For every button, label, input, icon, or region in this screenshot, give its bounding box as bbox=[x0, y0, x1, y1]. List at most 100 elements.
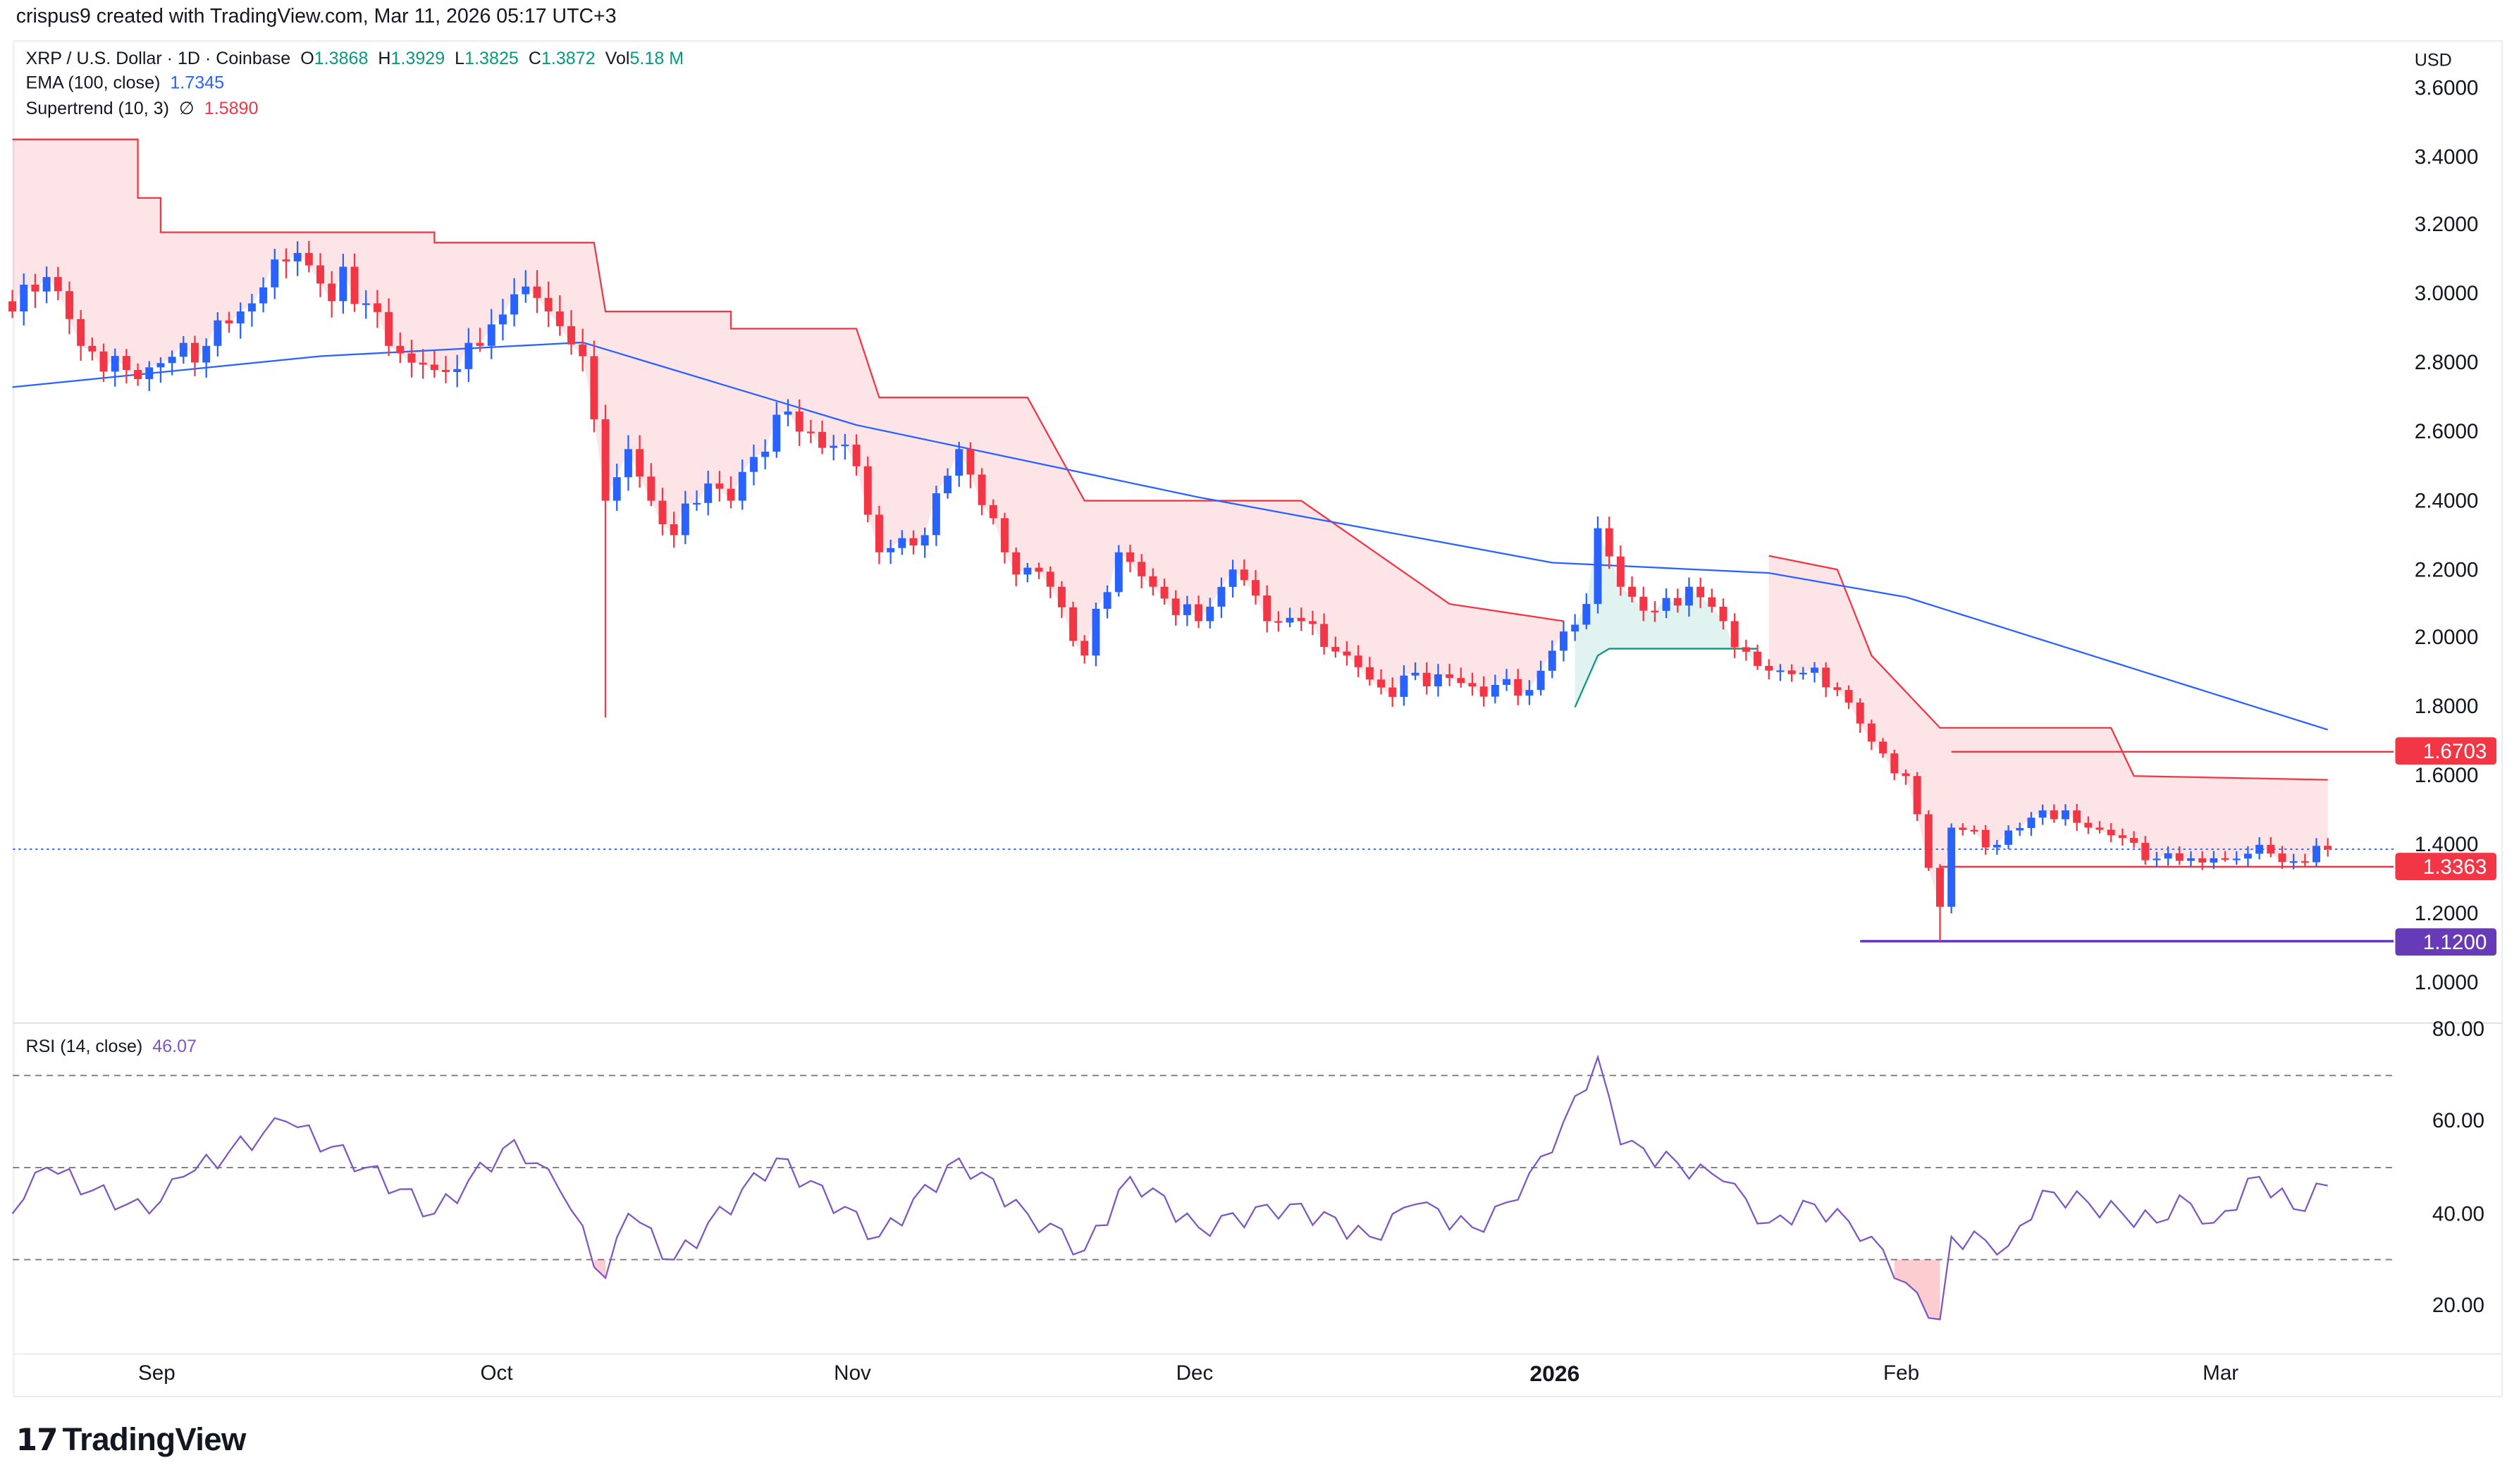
candle-body bbox=[1195, 604, 1203, 622]
candle-body bbox=[795, 412, 803, 432]
candle-body bbox=[784, 412, 792, 415]
rsi-tick: 20.00 bbox=[2432, 1292, 2485, 1317]
time-tick: Sep bbox=[138, 1360, 175, 1385]
close-label: C bbox=[528, 49, 541, 70]
open-label: O bbox=[300, 49, 314, 70]
candle-body bbox=[1411, 672, 1419, 676]
candle-body bbox=[214, 320, 222, 346]
candle-body bbox=[898, 538, 906, 548]
candle-body bbox=[191, 342, 199, 363]
candle-body bbox=[1479, 686, 1488, 697]
candle-body bbox=[145, 367, 154, 379]
supertrend-label: Supertrend (10, 3) bbox=[25, 99, 169, 119]
candle-body bbox=[2198, 858, 2207, 863]
candle-body bbox=[2255, 844, 2264, 854]
price-tick: 2.8000 bbox=[2414, 350, 2479, 375]
ema-label: EMA (100, close) bbox=[25, 73, 161, 94]
candle-body bbox=[168, 357, 176, 364]
candle-body bbox=[1514, 679, 1522, 696]
candle-body bbox=[2164, 853, 2172, 859]
candle-body bbox=[1970, 829, 1978, 832]
candle-body bbox=[1833, 687, 1842, 691]
candle-body bbox=[2095, 827, 2104, 830]
candle-body bbox=[498, 314, 507, 325]
price-tick: 3.2000 bbox=[2414, 212, 2479, 237]
price-tick: 3.4000 bbox=[2414, 143, 2479, 168]
candle-body bbox=[761, 451, 770, 457]
level-tag-low: 1.1200 bbox=[2395, 928, 2497, 956]
candle-body bbox=[909, 538, 918, 546]
candle-body bbox=[362, 303, 370, 305]
candle-body bbox=[99, 351, 108, 372]
supertrend-legend[interactable]: Supertrend (10, 3) ∅ 1.5890 bbox=[25, 98, 258, 119]
candle-body bbox=[1057, 586, 1066, 607]
candle-body bbox=[134, 370, 142, 379]
candle-body bbox=[1662, 598, 1670, 611]
candle-body bbox=[1354, 655, 1362, 667]
candle-body bbox=[2278, 853, 2286, 862]
candle-body bbox=[1228, 569, 1237, 587]
candle-body bbox=[1776, 670, 1785, 672]
rsi-legend[interactable]: RSI (14, close) 46.07 bbox=[25, 1037, 197, 1056]
candle-body bbox=[1080, 641, 1089, 656]
symbol-title: XRP / U.S. Dollar · 1D · Coinbase bbox=[25, 49, 291, 70]
currency-label[interactable]: USD bbox=[2414, 51, 2452, 71]
candle-body bbox=[202, 345, 211, 363]
candle-body bbox=[989, 505, 997, 519]
candle-body bbox=[304, 252, 313, 266]
candle-body bbox=[1103, 592, 1111, 609]
candle-body bbox=[1605, 528, 1613, 557]
candle-body bbox=[2073, 810, 2081, 823]
candle-body bbox=[830, 445, 838, 448]
symbol-legend[interactable]: XRP / U.S. Dollar · 1D · Coinbase O1.386… bbox=[25, 50, 684, 69]
candle-body bbox=[2175, 853, 2184, 861]
candle-body bbox=[1981, 829, 1990, 848]
candle-body bbox=[1160, 586, 1169, 599]
price-tick: 1.0000 bbox=[2414, 969, 2479, 994]
candle-body bbox=[373, 303, 381, 312]
candle-body bbox=[419, 362, 427, 365]
time-tick: Oct bbox=[480, 1360, 513, 1385]
candle-body bbox=[658, 500, 667, 524]
candle-body bbox=[841, 444, 849, 447]
tradingview-logo[interactable]: 𝟭𝟳 TradingView bbox=[16, 1423, 247, 1459]
candle-body bbox=[863, 466, 872, 515]
candle-body bbox=[1183, 604, 1191, 615]
candle-body bbox=[1114, 552, 1123, 593]
rsi-label: RSI (14, close) bbox=[25, 1037, 143, 1057]
candle-body bbox=[1331, 647, 1340, 652]
chart-credit: crispus9 created with TradingView.com, M… bbox=[16, 4, 617, 27]
candle-body bbox=[1844, 690, 1853, 703]
candle-body bbox=[715, 483, 724, 489]
candle-body bbox=[818, 431, 827, 448]
candle-body bbox=[1708, 597, 1716, 607]
candle-body bbox=[1263, 595, 1271, 622]
low-label: L bbox=[455, 49, 465, 70]
candle-body bbox=[1924, 814, 1933, 868]
candle-body bbox=[1856, 702, 1864, 724]
candle-body bbox=[1685, 586, 1693, 606]
candle-body bbox=[1503, 679, 1510, 685]
price-tick: 1.4000 bbox=[2414, 831, 2479, 856]
hidden-icon[interactable]: ∅ bbox=[178, 99, 195, 119]
candle-body bbox=[122, 356, 130, 371]
price-tick: 2.4000 bbox=[2414, 488, 2479, 512]
candle-body bbox=[636, 449, 644, 477]
candle-body bbox=[567, 326, 575, 345]
candle-body bbox=[1594, 528, 1602, 605]
candle-body bbox=[1959, 827, 1967, 830]
candle-body bbox=[1171, 598, 1180, 615]
candle-body bbox=[1240, 569, 1248, 581]
candle-body bbox=[293, 252, 302, 261]
candle-body bbox=[236, 311, 245, 323]
ema-legend[interactable]: EMA (100, close) 1.7345 bbox=[25, 74, 224, 93]
candle-body bbox=[2210, 858, 2218, 863]
candle-body bbox=[590, 356, 598, 419]
candle-body bbox=[875, 514, 883, 552]
open-value: 1.3868 bbox=[314, 49, 369, 70]
candle-body bbox=[1035, 567, 1043, 572]
candle-body bbox=[2243, 853, 2252, 859]
candle-body bbox=[704, 483, 713, 503]
candle-body bbox=[1639, 596, 1648, 611]
